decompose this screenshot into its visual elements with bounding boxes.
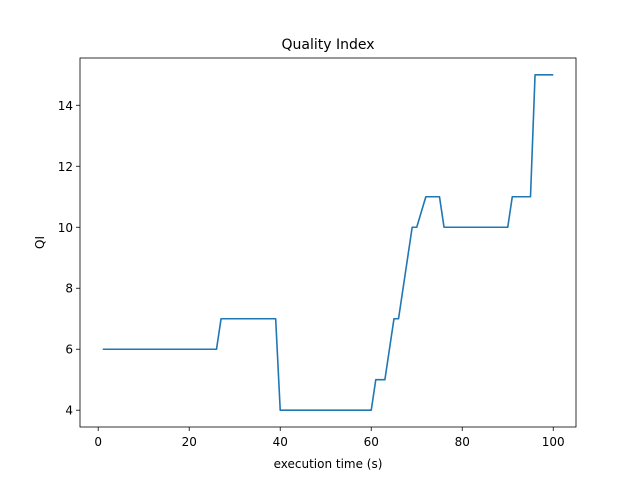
series-line-0 [102, 73, 554, 412]
y-axis-ticks: 4 6 8 10 12 14 [58, 99, 80, 418]
chart-title: Quality Index [281, 37, 374, 53]
x-axis-label: execution time (s) [274, 457, 383, 471]
x-tick-label: 0 [94, 435, 102, 449]
x-tick-label: 20 [182, 435, 197, 449]
y-tick-label: 8 [65, 282, 73, 296]
series-layer [102, 73, 554, 412]
x-tick-label: 40 [273, 435, 288, 449]
x-tick-label: 60 [364, 435, 379, 449]
x-axis-ticks: 0 20 40 60 80 100 [94, 427, 565, 449]
x-tick-label: 80 [455, 435, 470, 449]
y-tick-label: 14 [58, 99, 73, 113]
plot-area [80, 58, 576, 427]
y-tick-label: 6 [65, 343, 73, 357]
plot-frame [79, 57, 577, 428]
y-tick-label: 4 [65, 404, 73, 418]
y-tick-label: 10 [58, 221, 73, 235]
y-axis-label: QI [33, 236, 47, 249]
y-tick-label: 12 [58, 160, 73, 174]
x-tick-label: 100 [542, 435, 565, 449]
